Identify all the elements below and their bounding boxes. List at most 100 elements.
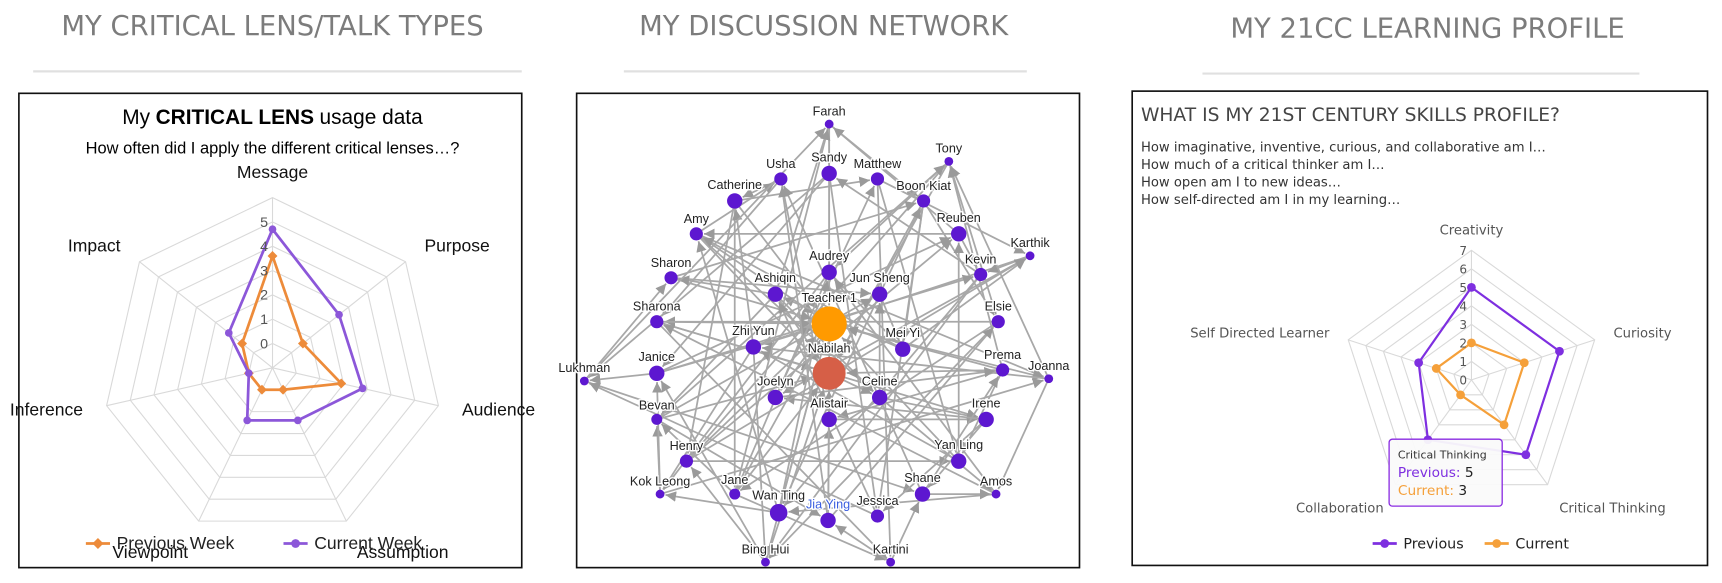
node [821, 411, 837, 428]
edge [588, 382, 878, 517]
edge [670, 201, 917, 279]
node [579, 376, 589, 386]
chart-subtitle: How much of a critical thinker am I… [1141, 158, 1385, 173]
edge [827, 326, 994, 521]
edge [788, 493, 997, 517]
node-label: Ashiqin [755, 271, 796, 285]
axis-label: Collaboration [1296, 502, 1384, 517]
series-line [227, 226, 365, 422]
node-label: Nabilah [808, 341, 851, 355]
node-label: Henry [670, 439, 704, 453]
axis-label: Inference [10, 400, 83, 420]
section-heading: MY DISCUSSION NETWORK [639, 11, 1009, 42]
data-point [1521, 450, 1531, 460]
node-label: Jun Sheng [850, 271, 910, 285]
edge [947, 166, 1004, 371]
data-point [1431, 364, 1441, 373]
node [895, 341, 911, 357]
edge [583, 127, 827, 382]
axis-label: Critical Thinking [1559, 502, 1666, 517]
chart-subtitle: How self-directed am I in my learning… [1141, 193, 1400, 208]
legend-marker [1380, 539, 1390, 548]
node [649, 365, 665, 381]
edge [652, 382, 663, 495]
edge [659, 378, 1044, 495]
edge [889, 501, 920, 563]
node [761, 557, 770, 567]
tooltip-title: Critical Thinking [1398, 449, 1487, 462]
node [914, 486, 931, 502]
node [1025, 251, 1035, 261]
grid-ring [1453, 360, 1490, 396]
edge [832, 126, 960, 235]
data-point [278, 384, 288, 395]
edge [696, 240, 780, 513]
edge [656, 318, 811, 329]
node-label: Lukhman [558, 361, 610, 375]
node-label: Joelyn [757, 374, 793, 388]
node [870, 509, 885, 523]
charts: Farah Tony Usha Sandy Matthew Boon Kiat Cather… [10, 103, 1672, 567]
edge [833, 278, 997, 495]
r-tick-label: 4 [1459, 299, 1467, 313]
node [951, 453, 967, 469]
edge [846, 326, 1003, 371]
node-label: Alistair [810, 396, 848, 410]
spoke [272, 367, 347, 522]
spoke [139, 261, 273, 369]
r-tick-label: 5 [1459, 281, 1467, 295]
axis-label: Message [237, 162, 308, 182]
data-point [358, 384, 367, 393]
axis-label: Assumption [357, 542, 449, 562]
data-point [1467, 282, 1476, 292]
edge [739, 320, 999, 492]
grid-ring [177, 269, 368, 456]
edge [678, 275, 776, 296]
node [650, 315, 664, 329]
node-label: Jia Ying [806, 497, 850, 511]
edge [784, 273, 982, 506]
node [655, 489, 665, 499]
node [689, 227, 703, 241]
edge [662, 271, 830, 491]
node-label: Kartini [873, 542, 909, 556]
node-label: Sandy [811, 150, 847, 164]
edge [665, 491, 779, 514]
node-label: Janice [639, 350, 675, 364]
node-label: Sharona [633, 300, 682, 314]
legend-label: Current Week [314, 533, 422, 553]
r-tick-label: 1 [260, 312, 268, 328]
title-part: CRITICAL LENS [156, 106, 314, 129]
tooltip-value: 5 [1465, 465, 1474, 481]
node [727, 193, 743, 209]
panel [18, 92, 523, 569]
node [821, 165, 837, 182]
node-label: Celine [862, 374, 898, 388]
data-point [224, 329, 233, 337]
node [767, 286, 784, 302]
data-point [1555, 346, 1564, 356]
edge [882, 418, 987, 512]
data-point [336, 378, 347, 389]
edge [987, 254, 1031, 273]
data-point [1414, 358, 1424, 368]
edge [950, 166, 1050, 380]
chart-subtitle: How open am I to new ideas… [1141, 176, 1341, 191]
node-label: Tony [936, 142, 963, 156]
edge [656, 375, 813, 421]
edge [835, 177, 982, 276]
node-label: Jane [721, 473, 748, 487]
r-tick-label: 0 [1459, 373, 1467, 387]
edge [734, 200, 819, 310]
r-tick-label: 6 [1459, 262, 1467, 276]
data-point [1456, 390, 1465, 400]
node [811, 306, 847, 342]
node [664, 271, 678, 285]
data-point [1519, 358, 1529, 368]
node-label: Shane [904, 471, 940, 485]
r-tick-label: 2 [1459, 336, 1467, 350]
edge [656, 164, 946, 421]
legend-label: Previous [1403, 537, 1463, 553]
edge [670, 276, 871, 298]
